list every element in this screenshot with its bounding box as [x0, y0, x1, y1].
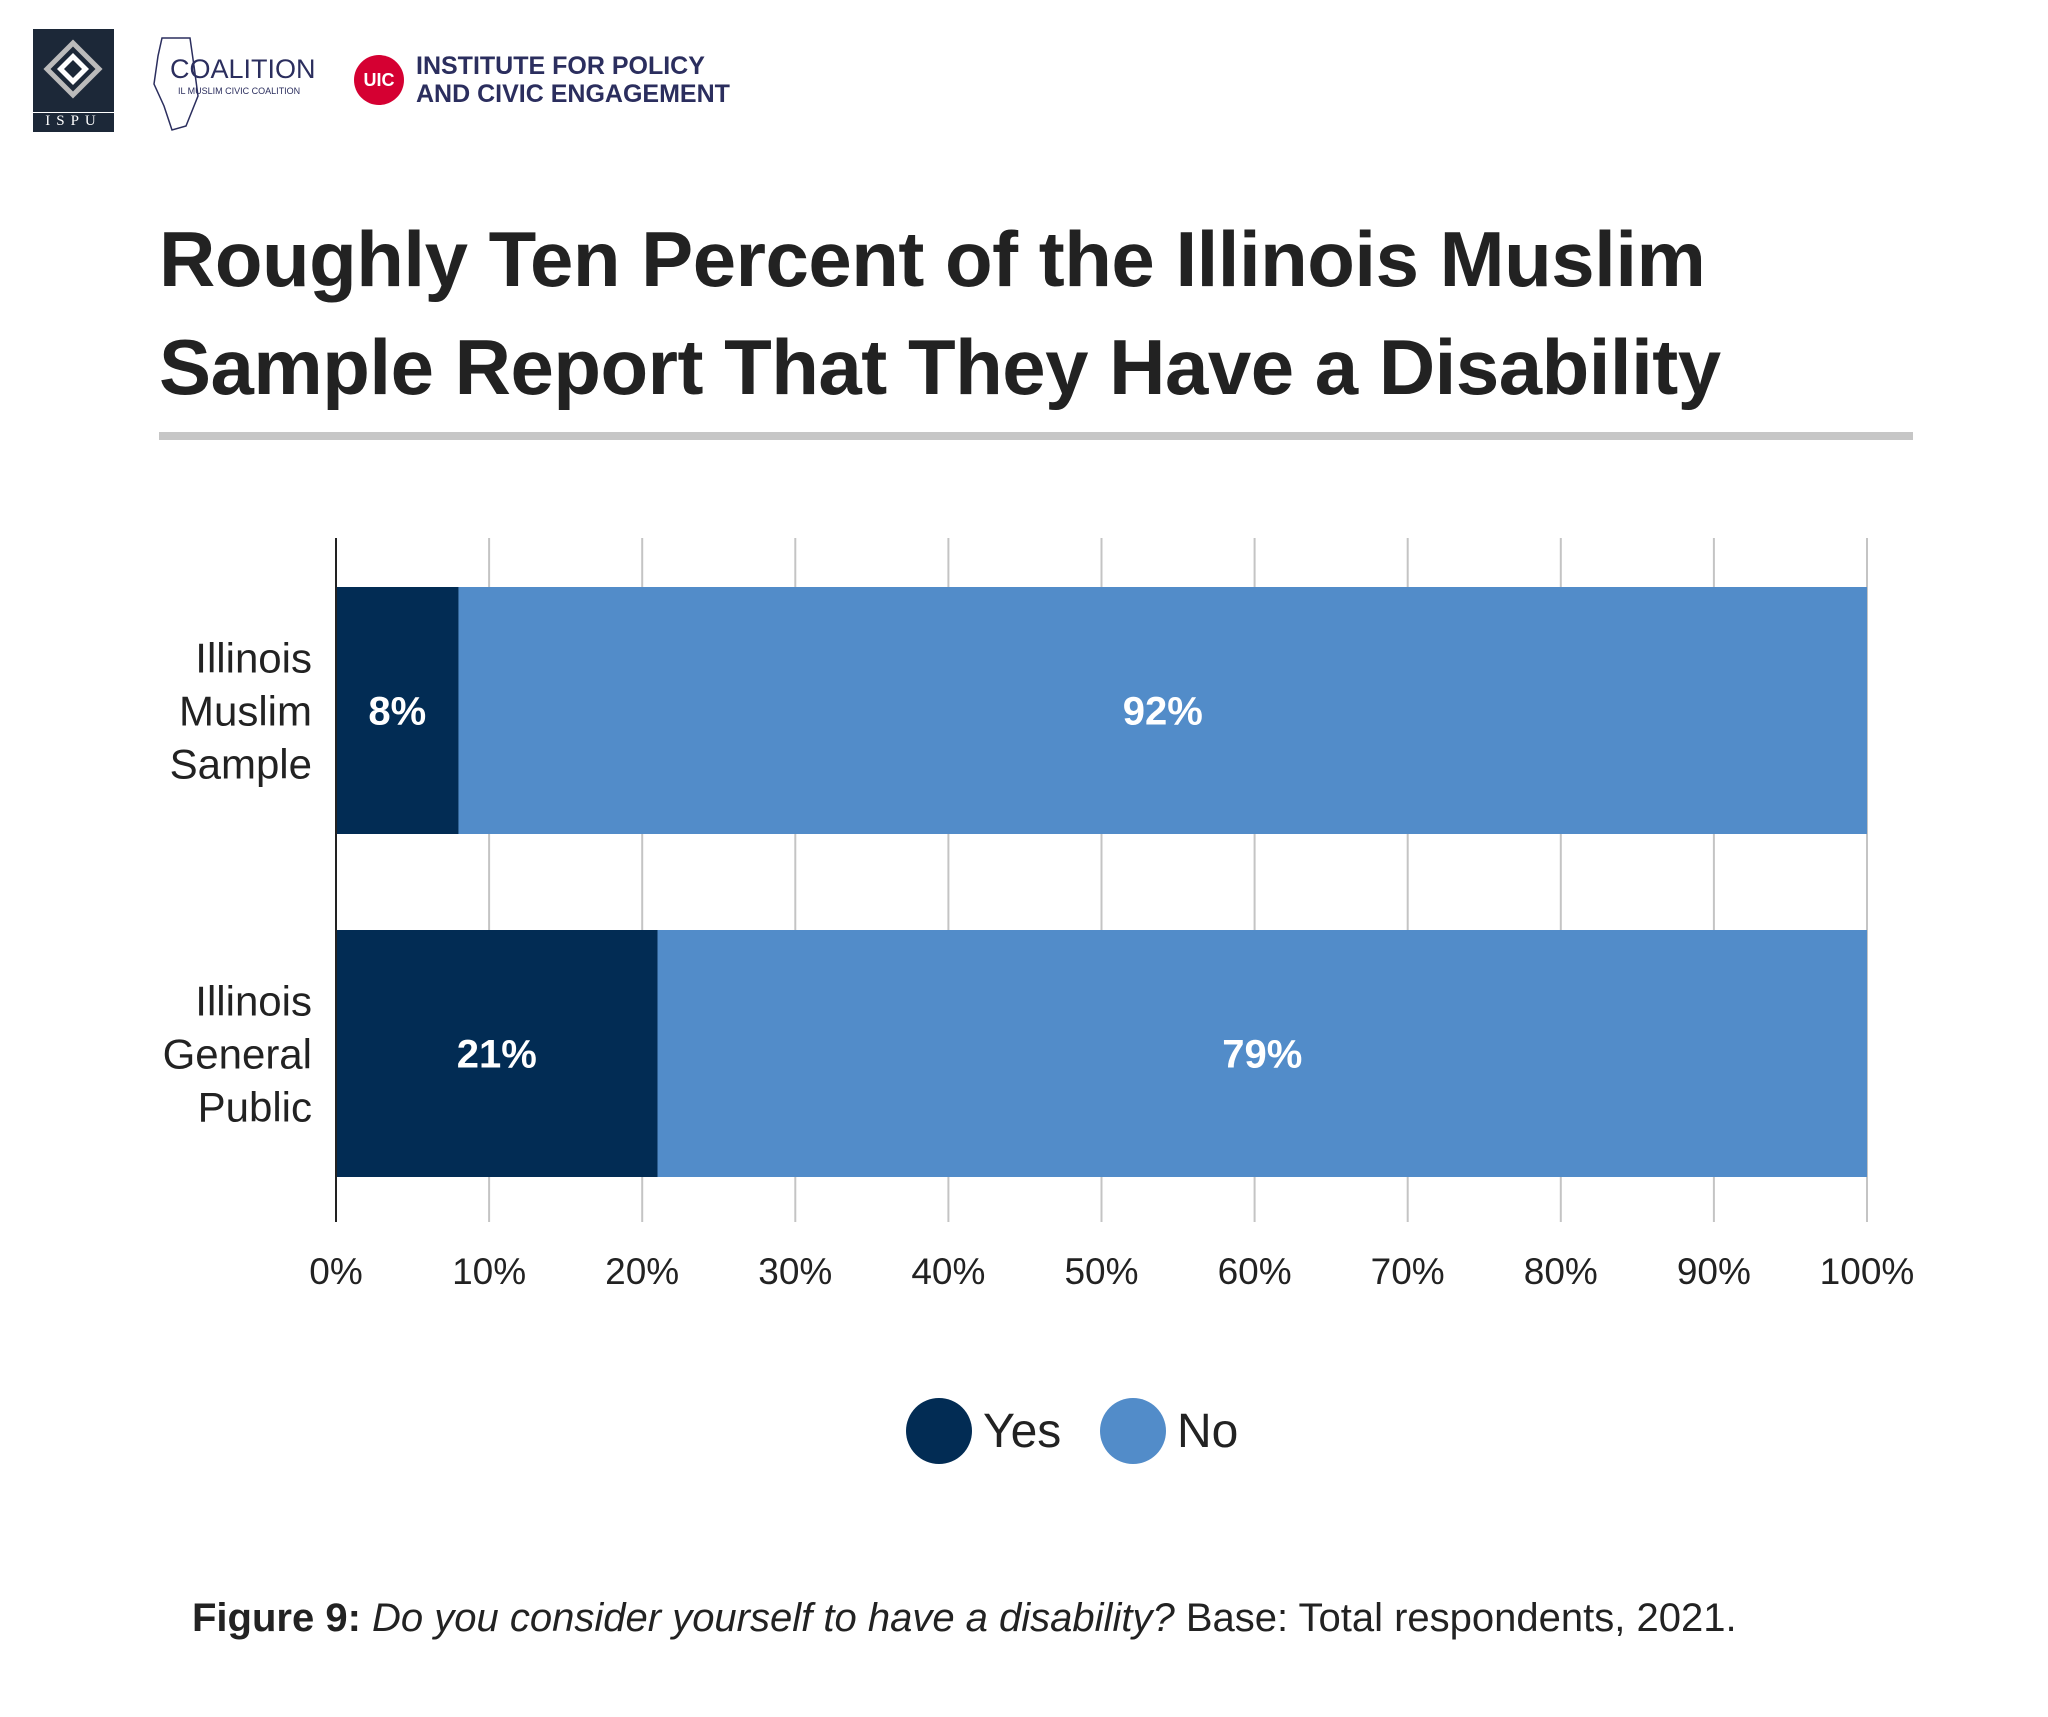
x-tick-label: 40%: [911, 1251, 985, 1292]
caption-base: Base: Total respondents, 2021.: [1185, 1596, 1737, 1640]
x-tick-label: 20%: [605, 1251, 679, 1292]
data-label: 92%: [1123, 690, 1203, 734]
data-label: 21%: [457, 1033, 537, 1077]
x-tick-label: 50%: [1064, 1251, 1138, 1292]
title-divider: [159, 432, 1913, 440]
bar-yes: [336, 587, 459, 834]
chart-title-line1: Roughly Ten Percent of the Illinois Musl…: [159, 215, 1706, 303]
data-label: 79%: [1222, 1033, 1302, 1077]
uic-logo: UIC: [354, 55, 404, 105]
x-tick-label: 90%: [1677, 1251, 1751, 1292]
ipce-line1: INSTITUTE FOR POLICY: [416, 52, 705, 80]
category-label: Muslim: [179, 688, 312, 735]
ipce-logo-text: INSTITUTE FOR POLICY AND CIVIC ENGAGEMEN…: [416, 52, 730, 108]
x-tick-label: 70%: [1371, 1251, 1445, 1292]
ispu-logo-text: ISPU: [33, 112, 114, 130]
x-tick-label: 100%: [1820, 1251, 1915, 1292]
bar-no: [657, 930, 1867, 1177]
category-label: General: [163, 1031, 312, 1078]
chart-title: Roughly Ten Percent of the Illinois Musl…: [159, 205, 1721, 421]
x-tick-label: 0%: [309, 1251, 362, 1292]
stacked-bar-chart: 0% 10% 20% 30% 40% 50% 60% 70% 80% 90% 100% 8% 92% Il…: [163, 538, 1915, 1464]
x-tick-label: 60%: [1218, 1251, 1292, 1292]
x-tick-label: 30%: [758, 1251, 832, 1292]
category-label: Illinois: [195, 978, 312, 1025]
category-label: Public: [198, 1084, 312, 1131]
category-label: Sample: [170, 741, 312, 788]
figure-caption: Figure 9: Do you consider yourself to ha…: [192, 1596, 1737, 1641]
data-label: 8%: [368, 690, 426, 734]
caption-label: Figure 9:: [192, 1596, 361, 1640]
ipce-line2: AND CIVIC ENGAGEMENT: [416, 80, 730, 108]
coalition-logo: COALITION IL MUSLIM CIVIC COALITION: [150, 36, 330, 132]
caption-question: Do you consider yourself to have a disab…: [372, 1596, 1175, 1640]
x-tick-label: 80%: [1524, 1251, 1598, 1292]
coalition-logo-subtext: IL MUSLIM CIVIC COALITION: [178, 86, 301, 96]
ispu-logo: ISPU: [33, 29, 114, 132]
chart-title-line2: Sample Report That They Have a Disabilit…: [159, 323, 1721, 411]
legend-swatch-yes: [906, 1398, 972, 1464]
legend-swatch-no: [1100, 1398, 1166, 1464]
legend-label-no: No: [1177, 1405, 1238, 1458]
category-label: Illinois: [195, 635, 312, 682]
bar-no: [458, 587, 1868, 834]
x-tick-label: 10%: [452, 1251, 526, 1292]
legend-label-yes: Yes: [983, 1405, 1061, 1458]
bar-yes: [336, 930, 658, 1177]
coalition-logo-text: COALITION: [170, 54, 316, 84]
